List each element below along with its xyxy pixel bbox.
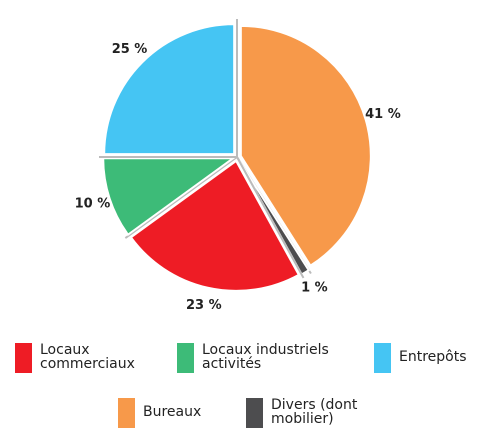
value-label: 23 % bbox=[186, 298, 222, 313]
legend-label: Locaux commerciaux bbox=[40, 342, 135, 372]
legend-label: Divers (dont mobilier) bbox=[271, 397, 358, 427]
value-label: 1 % bbox=[301, 280, 328, 295]
value-label: 41 % bbox=[365, 107, 401, 122]
pie-slice bbox=[103, 23, 236, 156]
pie-slice bbox=[102, 157, 237, 237]
legend-swatch bbox=[177, 343, 194, 373]
value-label: 25 % bbox=[112, 42, 148, 57]
legend-item: Divers (dont mobilier) bbox=[246, 398, 391, 428]
legend-swatch bbox=[374, 343, 391, 373]
legend-swatch bbox=[246, 398, 263, 428]
shadow-edge bbox=[236, 156, 305, 279]
pie-slice bbox=[129, 159, 301, 292]
pie-slice bbox=[239, 24, 372, 268]
legend-item: Locaux commerciaux bbox=[15, 343, 150, 373]
shadow-edge bbox=[124, 156, 238, 239]
chart: 41 % 1 % 23 % 10 % 25 % bbox=[75, 19, 401, 313]
legend-label: Entrepôts bbox=[399, 349, 467, 365]
legend-label: Locaux industriels activités bbox=[202, 342, 329, 372]
value-label: 10 % bbox=[75, 196, 111, 211]
legend-label: Bureaux bbox=[143, 404, 202, 420]
legend-item: Entrepôts bbox=[374, 343, 482, 373]
legend-item: Bureaux bbox=[118, 398, 243, 428]
legend-swatch bbox=[15, 343, 32, 373]
legend-item: Locaux industriels activités bbox=[177, 343, 372, 373]
legend-swatch bbox=[118, 398, 135, 428]
